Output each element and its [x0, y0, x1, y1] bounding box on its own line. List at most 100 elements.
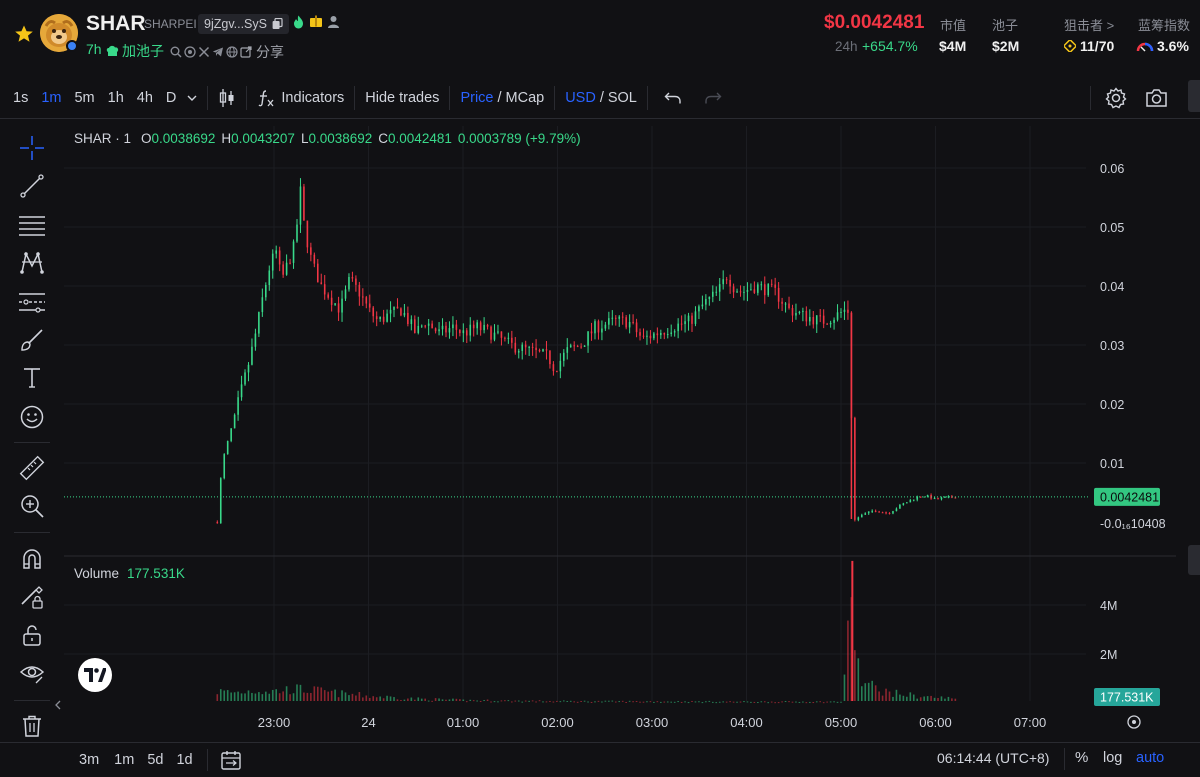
globe-icon[interactable]: [226, 46, 238, 58]
candle-body: [912, 499, 915, 501]
contract-address[interactable]: 9jZgv...SyS: [198, 14, 289, 34]
pane-resize-handle[interactable]: [1188, 545, 1200, 575]
emoji-tool[interactable]: [18, 403, 46, 431]
timeframe-d[interactable]: D: [165, 90, 177, 106]
range-3m[interactable]: 3m: [79, 751, 100, 768]
website-icon[interactable]: [184, 46, 196, 58]
log-scale-toggle[interactable]: log: [1103, 750, 1123, 766]
range-5d[interactable]: 5d: [147, 751, 164, 768]
pattern-tool[interactable]: [18, 249, 46, 277]
delete-drawings-tool[interactable]: [18, 712, 46, 740]
volume-bar: [403, 699, 406, 701]
chevron-down-icon[interactable]: [187, 95, 197, 101]
zoom-tool[interactable]: [18, 492, 46, 520]
settings-gear-icon[interactable]: [1105, 87, 1127, 109]
visibility-tool[interactable]: [18, 659, 46, 687]
price-mcap-toggle[interactable]: Price / MCap: [460, 90, 544, 106]
candle-body: [646, 335, 648, 337]
candle-body: [951, 496, 953, 498]
tradingview-logo[interactable]: [78, 658, 112, 692]
volume-bar: [289, 694, 291, 701]
candle-body: [663, 332, 666, 335]
range-1d[interactable]: 1d: [176, 751, 193, 768]
panel-scroll-handle[interactable]: [1188, 80, 1200, 112]
trend-line-tool[interactable]: [18, 172, 46, 200]
date-range-icon[interactable]: [220, 749, 242, 771]
currency-toggle[interactable]: USD / SOL: [565, 90, 637, 106]
candle-body: [906, 502, 908, 504]
candle-body: [490, 326, 492, 340]
add-pool-link[interactable]: 加池子: [106, 41, 164, 61]
share-label[interactable]: 分享: [256, 44, 284, 60]
price-option[interactable]: Price: [460, 90, 494, 106]
volume-bar: [614, 701, 617, 703]
price-chart[interactable]: 0.06 0.05 0.04 0.03 0.02 0.01 -0.0₁₆10408 4M 2M 2…: [64, 126, 1176, 744]
price-axis-tick: 0.05: [1100, 221, 1124, 235]
volume-bar: [923, 696, 925, 701]
candle-body: [711, 291, 714, 297]
lock-all-tool[interactable]: [18, 621, 46, 649]
timeframe-1m[interactable]: 1m: [41, 90, 62, 106]
camera-icon[interactable]: [1145, 88, 1168, 108]
low-value: 0.0038692: [308, 131, 373, 146]
timeframe-4h[interactable]: 4h: [136, 90, 153, 106]
lock-drawing-tool[interactable]: [18, 583, 46, 611]
timeframe-1h[interactable]: 1h: [107, 90, 124, 106]
volume-bar: [389, 696, 392, 701]
candle-body: [684, 321, 686, 325]
candle-body: [344, 289, 347, 299]
volume-bar: [815, 701, 818, 703]
candle-body: [414, 319, 416, 333]
volume-bar: [476, 700, 478, 702]
mcap-option[interactable]: MCap: [505, 90, 545, 106]
brush-tool[interactable]: [18, 326, 46, 354]
range-1m[interactable]: 1m: [114, 751, 135, 768]
volume-bar: [684, 701, 686, 703]
candle-body: [396, 306, 399, 309]
volume-bar: [469, 699, 472, 701]
volume-bar: [320, 687, 323, 701]
crosshair-tool[interactable]: [18, 134, 46, 162]
usd-option[interactable]: USD: [565, 90, 596, 106]
candle-body: [854, 417, 856, 520]
indicators-button[interactable]: Indicators: [257, 89, 344, 107]
candle-body: [563, 352, 565, 361]
percent-scale-toggle[interactable]: %: [1075, 749, 1089, 766]
search-icon[interactable]: [170, 46, 182, 58]
chart-clock[interactable]: 06:14:44 (UTC+8): [937, 750, 1050, 766]
candle-body: [919, 496, 922, 498]
volume-bar: [372, 696, 375, 701]
volume-bar: [739, 701, 742, 703]
candle-body: [750, 289, 752, 291]
text-tool[interactable]: [18, 364, 46, 392]
candle-body: [701, 304, 704, 307]
volume-bar: [258, 692, 260, 701]
timeframe-1s[interactable]: 1s: [13, 90, 29, 106]
volume-bar: [351, 693, 354, 701]
magnet-tool[interactable]: [18, 545, 46, 573]
sol-option[interactable]: SOL: [607, 90, 637, 106]
hide-trades-button[interactable]: Hide trades: [365, 90, 440, 106]
fib-tool[interactable]: [18, 288, 46, 316]
candle-body: [819, 315, 822, 317]
reset-scale-icon[interactable]: [1127, 715, 1141, 729]
candle-body: [815, 315, 818, 325]
candle-body: [285, 262, 288, 275]
timeframe-5m[interactable]: 5m: [74, 90, 95, 106]
auto-scale-toggle[interactable]: auto: [1136, 750, 1165, 766]
copy-icon[interactable]: [272, 18, 283, 30]
candle-body: [871, 510, 873, 512]
candle-type-icon[interactable]: [218, 88, 236, 108]
price-axis-tick: 0.02: [1100, 398, 1124, 412]
undo-icon[interactable]: [664, 91, 682, 105]
redo-icon[interactable]: [704, 91, 722, 105]
collapse-toolbar-icon[interactable]: [55, 700, 61, 710]
share-icon[interactable]: [240, 46, 252, 58]
telegram-icon[interactable]: [212, 46, 224, 58]
candle-body: [351, 277, 354, 279]
snipers-link[interactable]: 狙击者 >: [1064, 18, 1115, 33]
star-icon[interactable]: [14, 24, 34, 44]
horizontal-lines-tool[interactable]: [18, 211, 46, 239]
x-twitter-icon[interactable]: [198, 46, 210, 58]
ruler-tool[interactable]: [18, 454, 46, 482]
